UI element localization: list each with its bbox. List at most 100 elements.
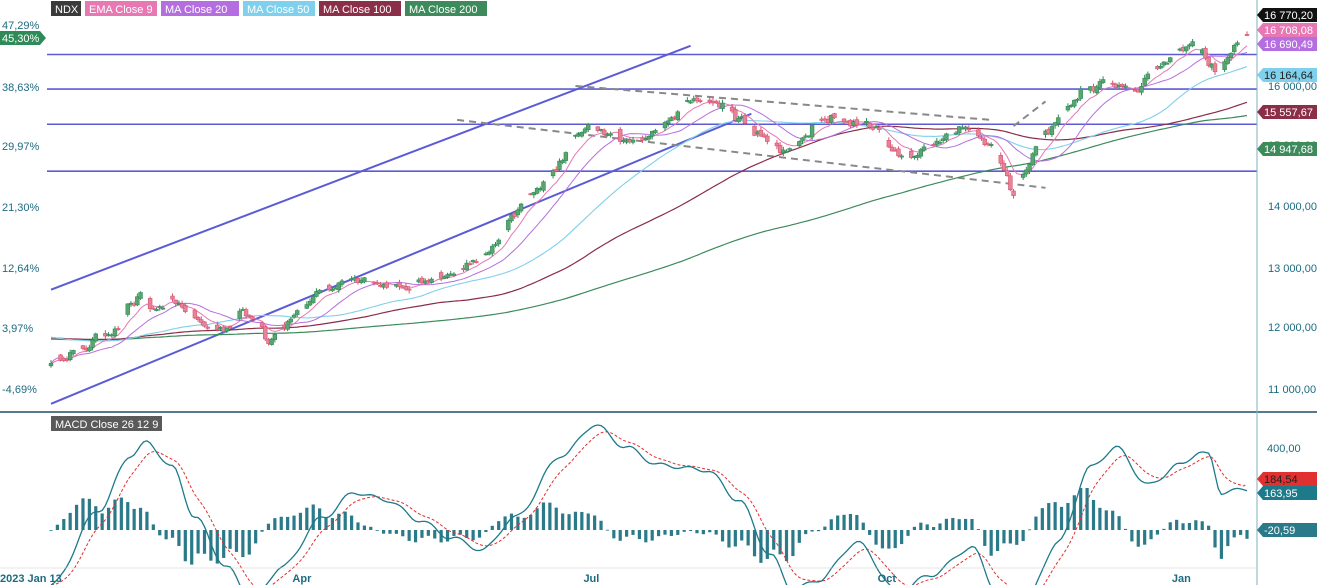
candle-body	[886, 140, 892, 148]
candle-body	[291, 314, 297, 318]
candle-body	[429, 278, 434, 283]
macd-histogram-bar	[362, 525, 366, 530]
candle-body	[697, 100, 703, 102]
candle-body	[982, 138, 987, 146]
macd-histogram-bar	[855, 514, 859, 530]
candle-body	[90, 339, 95, 348]
left-axis-tick: 21,30%	[2, 202, 40, 214]
candle-body	[774, 142, 780, 147]
candle-body	[1049, 126, 1055, 135]
macd-histogram-bar	[644, 530, 648, 543]
macd-histogram-bar	[1219, 530, 1224, 559]
macd-histogram-bar	[1232, 530, 1236, 538]
macd-histogram-bar	[1175, 519, 1179, 530]
candle-body	[784, 150, 789, 153]
candle-body	[1142, 77, 1147, 86]
macd-histogram-bar	[765, 530, 769, 559]
candle-body	[931, 144, 936, 146]
macd-histogram-bar	[497, 521, 501, 530]
macd-histogram-bar	[273, 518, 277, 530]
candle-body	[199, 319, 204, 323]
macd-histogram-bar	[183, 530, 187, 562]
candle-body	[873, 126, 879, 129]
macd-histogram-bar	[599, 520, 603, 530]
legend-item[interactable]	[405, 1, 487, 16]
candle-body	[67, 352, 73, 361]
macd-histogram-bar	[989, 530, 993, 556]
candle-body	[867, 122, 872, 128]
candle-body	[1225, 57, 1231, 64]
candle-body	[317, 289, 322, 294]
candle-body	[493, 244, 498, 246]
macd-histogram-bar	[1181, 523, 1185, 530]
legend-item[interactable]	[85, 1, 157, 16]
macd-histogram-bar	[426, 530, 430, 536]
candle-body	[215, 324, 220, 330]
candle-body	[247, 314, 252, 317]
candle-body	[1244, 34, 1250, 36]
candle-body	[1030, 153, 1035, 165]
macd-histogram-bar	[746, 530, 750, 546]
macd-histogram-bar	[618, 530, 622, 541]
macd-histogram-bar	[228, 530, 232, 549]
candle-body	[250, 316, 255, 320]
candle-body	[953, 132, 959, 135]
macd-value-tag	[1257, 486, 1317, 500]
candle-body	[694, 97, 700, 102]
candle-body	[496, 239, 501, 245]
ma20-line	[50, 52, 1248, 364]
candle-body	[854, 119, 860, 126]
macd-histogram-bar	[439, 530, 443, 543]
trend-line-0	[50, 44, 691, 291]
macd-histogram-bar	[158, 530, 162, 536]
macd-histogram-bar	[1123, 528, 1128, 530]
price-label-text: 16 164,64	[1264, 70, 1313, 82]
candle-body	[988, 144, 994, 146]
macd-histogram-bar	[541, 502, 546, 530]
macd-histogram-bar	[254, 530, 258, 544]
macd-histogram-bar	[1002, 530, 1006, 544]
legend-item[interactable]	[51, 1, 81, 16]
macd-histogram-bar	[925, 524, 929, 530]
price-label-tag	[1257, 23, 1317, 37]
legend-item[interactable]	[161, 1, 239, 16]
macd-histogram-bar	[471, 530, 475, 541]
candle-body	[515, 209, 521, 216]
macd-histogram-bar	[695, 530, 699, 534]
macd-histogram-bar	[445, 530, 450, 542]
candle-body	[192, 309, 198, 319]
macd-histogram-bar	[433, 530, 437, 539]
candle-body	[170, 295, 175, 300]
macd-histogram-bar	[535, 508, 539, 530]
candle-body	[956, 126, 962, 134]
macd-histogram-bar	[234, 530, 239, 552]
candle-body	[720, 102, 725, 109]
candle-body	[608, 133, 613, 136]
price-label-tag	[1257, 68, 1317, 82]
legend[interactable]: NDX EMA Close 9 MA Close 20 MA Close 50 MA C…	[51, 1, 487, 431]
macd-histogram-bar	[209, 530, 213, 561]
macd-histogram-bar	[688, 530, 693, 531]
candle-body	[115, 328, 121, 330]
price-label-tag	[1257, 105, 1317, 119]
macd-histogram-bar	[1008, 530, 1012, 544]
macd-value-label: 163,95	[1264, 488, 1298, 500]
macd-legend[interactable]	[51, 416, 162, 431]
macd-histogram-bar	[631, 530, 635, 535]
macd-histogram-bar	[580, 511, 584, 530]
candle-body	[285, 321, 290, 330]
legend-item[interactable]	[319, 1, 401, 16]
price-label-tag	[1257, 142, 1317, 156]
macd-histogram-bar	[266, 523, 271, 530]
candle-body	[1168, 57, 1173, 63]
candle-body	[595, 126, 601, 131]
legend-item[interactable]	[243, 1, 315, 16]
candle-body	[713, 100, 719, 104]
macd-histogram-bar	[1034, 516, 1038, 530]
macd-histogram-bar	[106, 507, 111, 530]
candle-body	[534, 188, 540, 194]
price-label-tag	[1257, 8, 1317, 22]
price-label-tag	[1257, 37, 1317, 51]
macd-value-label: 184,54	[1264, 474, 1298, 486]
candle-body	[445, 274, 450, 278]
